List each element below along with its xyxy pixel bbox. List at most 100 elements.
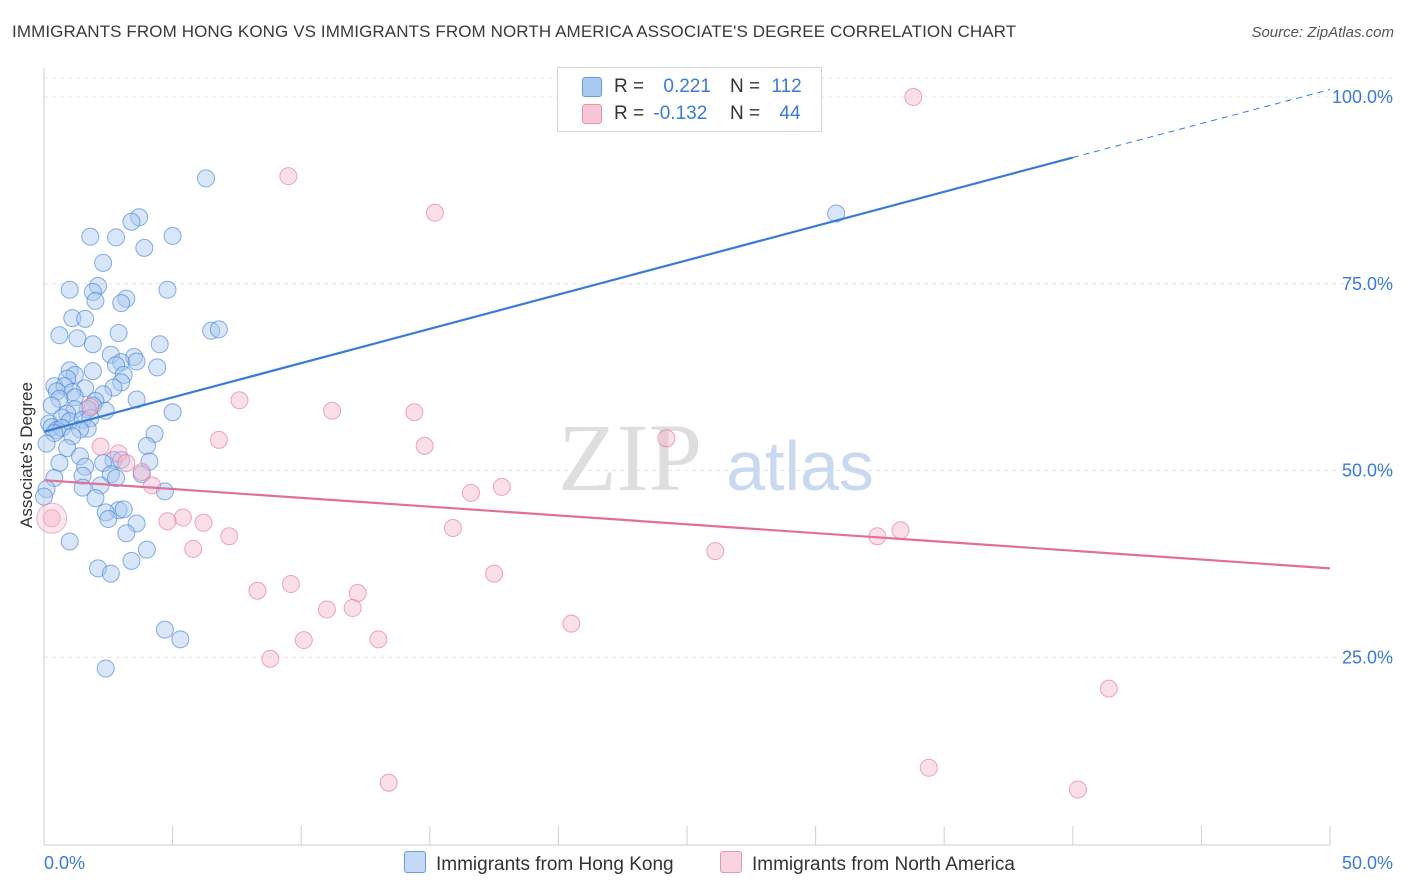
hong-kong-point — [42, 396, 61, 415]
hong-kong-point — [71, 420, 90, 439]
hong-kong-point — [148, 358, 167, 377]
hong-kong-point — [112, 294, 131, 313]
north-america-point — [904, 88, 923, 106]
north-america-point — [230, 391, 249, 410]
north-america-point — [562, 614, 581, 633]
bottom-legend-swatch-north-america — [720, 851, 742, 873]
hong-kong-point — [89, 276, 108, 295]
north-america-point — [415, 436, 434, 455]
r-value: -0.132 — [653, 103, 708, 124]
hong-kong-point — [83, 335, 102, 354]
hong-kong-point — [209, 320, 228, 339]
north-america-trend-line — [43, 479, 1331, 570]
series-north-america-points — [36, 88, 1118, 799]
hong-kong-point — [202, 321, 221, 340]
north-america-point — [81, 398, 100, 417]
north-america-point — [143, 476, 162, 495]
y-tick-label: 75.0% — [1342, 274, 1393, 294]
axes — [43, 68, 1331, 846]
trend-lines — [43, 89, 1331, 570]
north-america-point — [158, 512, 177, 531]
bottom-legend-north-america: Immigrants from North America — [720, 851, 1015, 876]
north-america-point — [184, 539, 203, 558]
n-label: N = — [730, 76, 761, 97]
north-america-point — [443, 519, 462, 538]
watermark-atlas: atlas — [726, 427, 874, 505]
source-label: Source: ZipAtlas.com — [1251, 24, 1394, 41]
n-value: 44 — [779, 103, 801, 124]
hong-kong-point — [137, 540, 156, 559]
hong-kong-point — [58, 439, 77, 458]
hong-kong-point — [107, 468, 126, 487]
north-america-point — [348, 584, 367, 603]
north-america-point — [132, 462, 151, 481]
series-hong-kong-points — [35, 169, 846, 678]
hong-kong-point — [107, 228, 126, 247]
hong-kong-point — [827, 204, 846, 223]
hong-kong-point — [122, 551, 141, 570]
hong-kong-point — [104, 378, 123, 397]
hong-kong-point — [86, 291, 105, 310]
hong-kong-point — [35, 487, 53, 506]
hong-kong-point — [101, 564, 120, 583]
tick-labels: 25.0% 50.0% 75.0% 100.0% 0.0% 50.0% — [44, 87, 1393, 873]
hong-kong-point — [50, 389, 69, 408]
north-america-point — [1099, 679, 1118, 698]
hong-kong-point — [60, 532, 79, 551]
r-label: R = — [614, 76, 645, 97]
y-tick-label: 50.0% — [1342, 461, 1393, 481]
north-america-point — [117, 454, 136, 473]
north-america-point — [42, 509, 61, 528]
x-tick-label: 0.0% — [44, 853, 85, 873]
hong-kong-point — [83, 362, 102, 381]
hong-kong-point — [137, 436, 156, 455]
legend-swatch-north-america — [582, 104, 602, 124]
north-america-point — [36, 502, 68, 534]
hong-kong-point — [122, 212, 141, 231]
bottom-legend-hong-kong: Immigrants from Hong Kong — [404, 851, 674, 876]
north-america-point — [109, 444, 128, 463]
north-america-point — [1068, 780, 1087, 799]
north-america-point — [919, 758, 938, 777]
n-label: N = — [730, 103, 761, 124]
north-america-point — [485, 564, 504, 583]
hong-kong-point — [60, 280, 79, 299]
north-america-point — [425, 203, 444, 222]
hong-kong-point — [197, 169, 216, 188]
hong-kong-point — [47, 382, 66, 401]
hong-kong-point — [81, 227, 100, 246]
north-america-point — [281, 575, 300, 594]
north-america-point — [343, 598, 362, 617]
y-tick-label: 100.0% — [1332, 87, 1393, 107]
legend: R = 0.221 N = 112 R = -0.132 N = 44 — [557, 67, 822, 132]
hong-kong-point — [68, 329, 87, 348]
hong-kong-point — [50, 454, 69, 473]
north-america-point — [220, 527, 239, 546]
north-america-point — [405, 403, 424, 422]
r-value: 0.221 — [663, 76, 711, 97]
north-america-point — [248, 581, 267, 600]
hong-kong-point — [86, 489, 105, 508]
north-america-point — [379, 773, 398, 792]
n-value: 112 — [771, 76, 802, 97]
hong-kong-point — [150, 335, 169, 354]
x-tick-label: 50.0% — [1342, 853, 1393, 873]
hong-kong-trend-line — [43, 156, 1074, 433]
hong-kong-point — [127, 352, 146, 371]
legend-n-north-america: N = 44 — [730, 103, 801, 125]
chart-title: IMMIGRANTS FROM HONG KONG VS IMMIGRANTS … — [12, 22, 1017, 41]
legend-r-north-america: R = -0.132 — [614, 103, 707, 125]
north-america-point — [279, 167, 298, 186]
north-america-point — [323, 401, 342, 420]
hong-kong-point — [114, 500, 133, 519]
grid-lines — [44, 77, 1392, 658]
hong-kong-point — [109, 324, 128, 343]
north-america-point — [492, 477, 511, 496]
watermark-zip: ZIP — [558, 404, 702, 511]
hong-kong-point — [99, 510, 118, 529]
y-tick-label: 25.0% — [1342, 647, 1393, 667]
north-america-point — [194, 513, 213, 532]
hong-kong-point — [37, 434, 56, 453]
r-label: R = — [614, 103, 645, 124]
